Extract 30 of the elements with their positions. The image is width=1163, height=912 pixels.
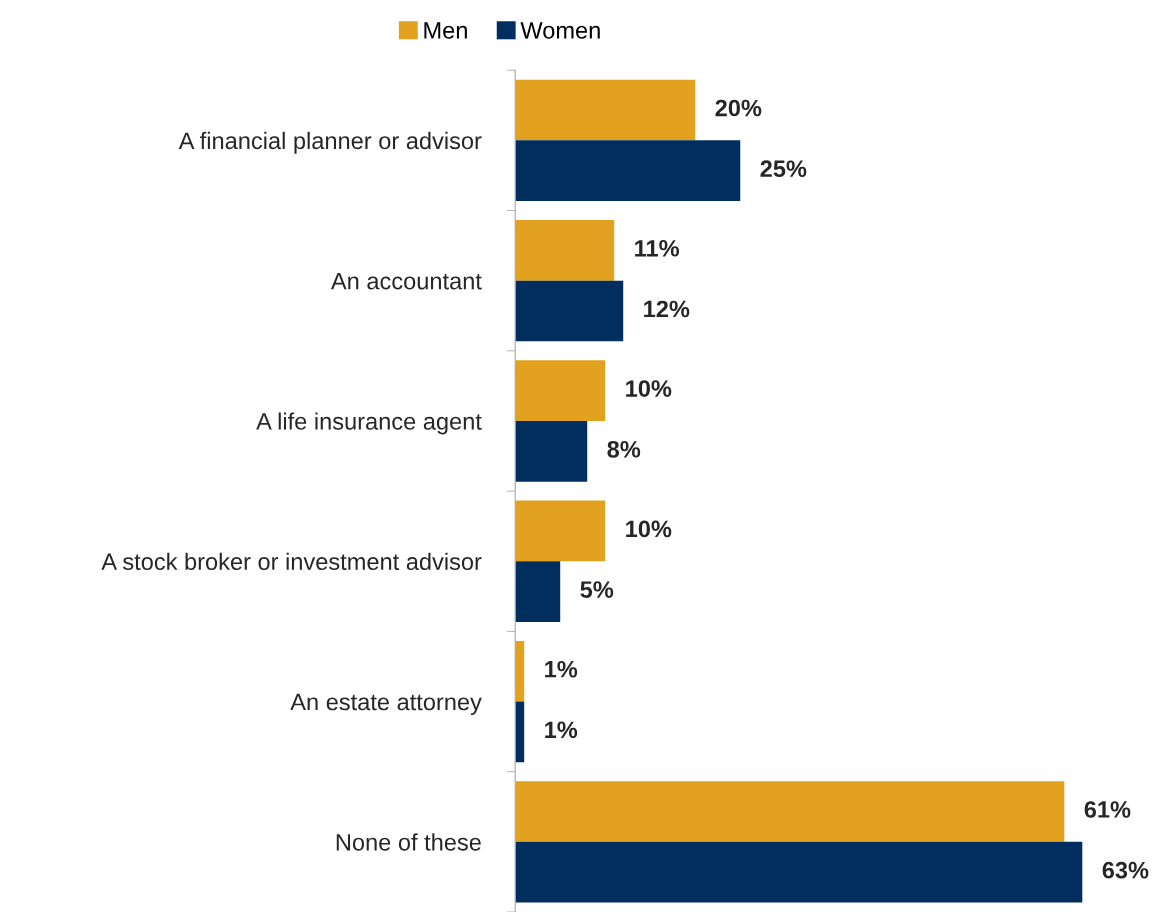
y-tick-label: A life insurance agent (256, 412, 482, 435)
y-tick-label: None of these (336, 833, 481, 851)
y-tick-label: A financial planner or advisor (178, 131, 482, 154)
bar (515, 561, 561, 622)
data-label: 61% (1084, 801, 1131, 818)
bar (515, 420, 588, 482)
data-label: 11% (635, 240, 680, 257)
data-label: 10% (626, 380, 672, 397)
data-label: 25% (760, 160, 807, 178)
bar (515, 140, 741, 202)
y-tick-label: An accountant (330, 272, 482, 290)
y-tick-label: An estate attorney (290, 693, 482, 716)
legend-label: Women (520, 22, 600, 39)
data-label: 8% (607, 440, 641, 458)
data-label: 20% (715, 99, 762, 117)
data-label: 5% (580, 581, 614, 598)
data-label: 1% (545, 660, 578, 678)
y-tick-label: A stock broker or investment advisor (101, 552, 482, 571)
bar (515, 280, 624, 342)
bar (515, 219, 615, 281)
bar (515, 841, 1083, 903)
data-label: 63% (1102, 861, 1149, 879)
legend-label: Men (424, 22, 467, 39)
bar (515, 781, 1065, 842)
data-label: 12% (644, 300, 690, 318)
bar (515, 360, 606, 421)
bar (515, 500, 606, 562)
data-label: 1% (545, 721, 578, 739)
bar (515, 79, 696, 141)
data-label: 10% (626, 520, 672, 538)
